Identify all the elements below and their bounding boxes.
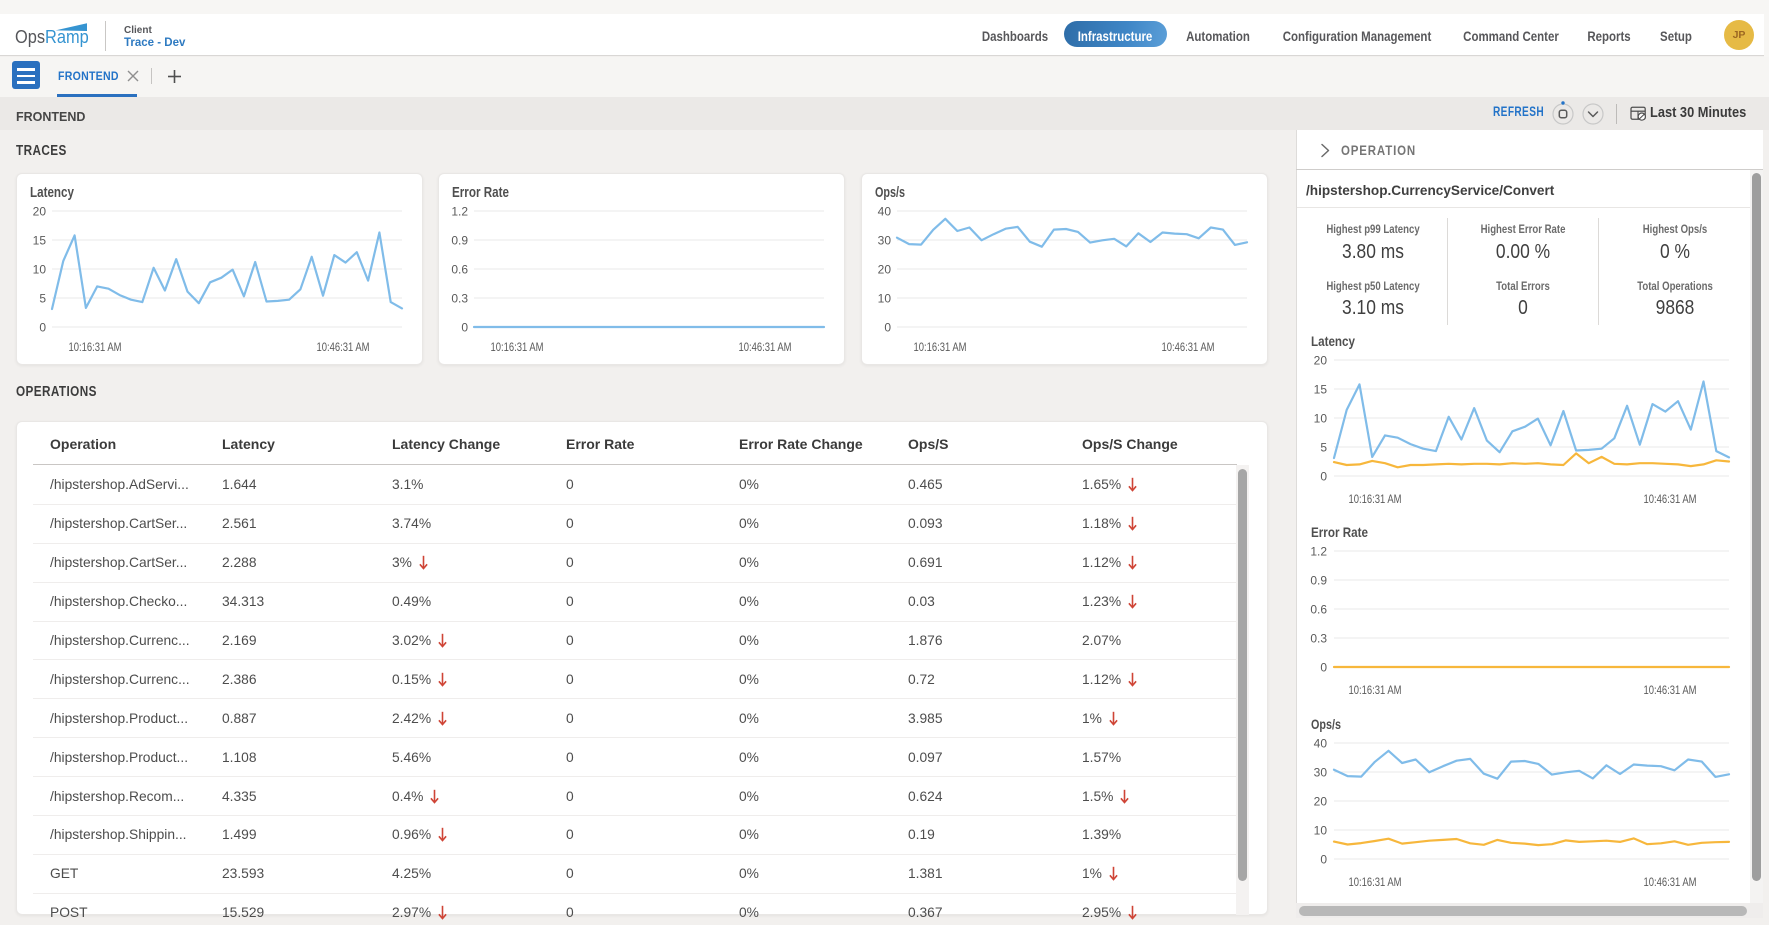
svg-text:0.9: 0.9 xyxy=(1310,573,1327,587)
svg-text:10:16:31 AM: 10:16:31 AM xyxy=(1349,877,1402,889)
svg-text:Error Rate: Error Rate xyxy=(452,184,509,201)
svg-text:40: 40 xyxy=(878,204,892,218)
svg-text:10:16:31 AM: 10:16:31 AM xyxy=(914,342,967,354)
svg-text:10:46:31 AM: 10:46:31 AM xyxy=(1644,685,1697,697)
svg-text:10: 10 xyxy=(1314,823,1328,837)
svg-text:Error Rate: Error Rate xyxy=(1311,524,1368,540)
svg-text:0.3: 0.3 xyxy=(451,291,468,305)
svg-text:10:46:31 AM: 10:46:31 AM xyxy=(317,342,370,354)
svg-text:5: 5 xyxy=(39,291,46,305)
svg-text:20: 20 xyxy=(878,262,892,276)
svg-text:Ops/s: Ops/s xyxy=(875,184,905,201)
svg-text:0: 0 xyxy=(461,320,468,334)
svg-text:0.6: 0.6 xyxy=(451,262,468,276)
svg-text:0.6: 0.6 xyxy=(1310,602,1327,616)
svg-text:Ops/s: Ops/s xyxy=(1311,716,1341,732)
svg-text:15: 15 xyxy=(33,233,47,247)
svg-text:10:46:31 AM: 10:46:31 AM xyxy=(1644,877,1697,889)
svg-text:10:46:31 AM: 10:46:31 AM xyxy=(1644,494,1697,506)
svg-text:Latency: Latency xyxy=(1311,333,1355,349)
svg-text:20: 20 xyxy=(1314,353,1328,367)
svg-text:10:16:31 AM: 10:16:31 AM xyxy=(491,342,544,354)
svg-text:1.2: 1.2 xyxy=(451,204,468,218)
svg-text:0: 0 xyxy=(1320,852,1327,866)
svg-text:10:46:31 AM: 10:46:31 AM xyxy=(739,342,792,354)
svg-text:1.2: 1.2 xyxy=(1310,544,1327,558)
svg-text:20: 20 xyxy=(33,204,47,218)
svg-text:10:16:31 AM: 10:16:31 AM xyxy=(69,342,122,354)
svg-text:10: 10 xyxy=(878,291,892,305)
svg-text:30: 30 xyxy=(878,233,892,247)
svg-text:0.3: 0.3 xyxy=(1310,631,1327,645)
svg-text:10:16:31 AM: 10:16:31 AM xyxy=(1349,685,1402,697)
svg-text:0.9: 0.9 xyxy=(451,233,468,247)
svg-text:0: 0 xyxy=(1320,660,1327,674)
svg-text:0: 0 xyxy=(884,320,891,334)
svg-text:5: 5 xyxy=(1320,440,1327,454)
svg-text:10:46:31 AM: 10:46:31 AM xyxy=(1162,342,1215,354)
svg-text:40: 40 xyxy=(1314,736,1328,750)
svg-text:15: 15 xyxy=(1314,382,1328,396)
svg-text:30: 30 xyxy=(1314,765,1328,779)
svg-text:10:16:31 AM: 10:16:31 AM xyxy=(1349,494,1402,506)
svg-text:20: 20 xyxy=(1314,794,1328,808)
svg-text:0: 0 xyxy=(39,320,46,334)
svg-text:10: 10 xyxy=(1314,411,1328,425)
svg-text:10: 10 xyxy=(33,262,47,276)
svg-text:0: 0 xyxy=(1320,469,1327,483)
svg-text:Latency: Latency xyxy=(30,184,74,201)
